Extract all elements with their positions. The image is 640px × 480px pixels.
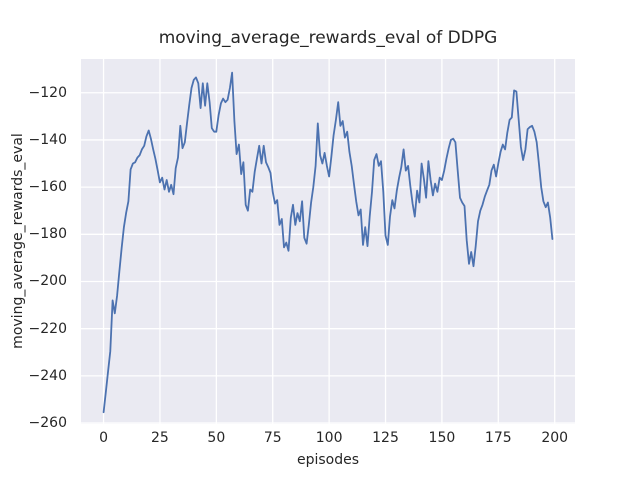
x-tick-label: 75 <box>263 430 282 446</box>
x-tick-label: 0 <box>99 430 108 446</box>
y-tick-label: −120 <box>28 84 67 101</box>
x-tick-label: 175 <box>484 430 512 446</box>
y-tick-label: −200 <box>28 273 67 290</box>
y-tick-label: −180 <box>28 226 67 243</box>
x-tick-label: 125 <box>372 430 399 446</box>
x-axis-label: episodes <box>296 452 360 468</box>
plot-svg <box>81 59 575 424</box>
y-tick-label: −160 <box>28 179 67 196</box>
plot-area <box>81 59 575 424</box>
x-tick-label: 50 <box>207 430 226 446</box>
x-tick-label: 150 <box>428 430 456 446</box>
y-tick-label: −240 <box>28 367 67 384</box>
x-tick-label: 25 <box>151 430 169 446</box>
x-tick-label: 100 <box>315 430 343 446</box>
series-line <box>102 71 554 414</box>
y-tick-label: −140 <box>28 131 67 148</box>
y-tick-label: −220 <box>28 320 67 337</box>
chart-title: moving_average_rewards_eval of DDPG <box>158 28 498 48</box>
y-tick-label: −260 <box>28 415 67 432</box>
y-axis-label: moving_average_rewards_eval <box>10 133 26 349</box>
x-tick-label: 200 <box>541 430 569 446</box>
